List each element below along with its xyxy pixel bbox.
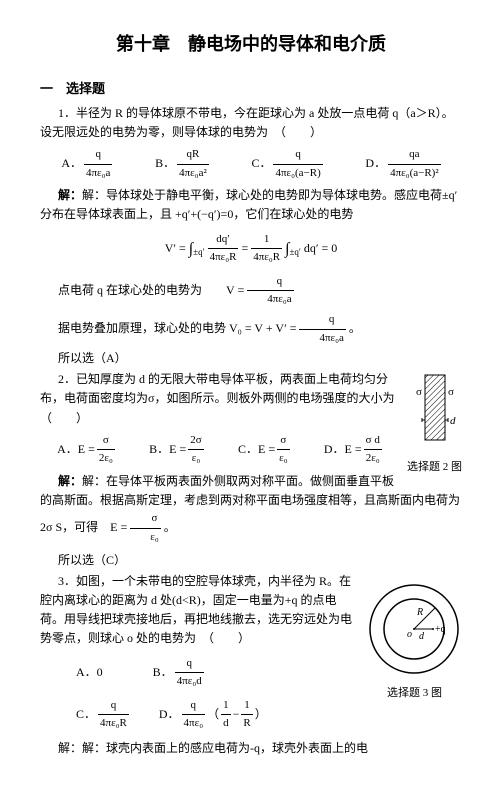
p2-option-c: C．E = σε₀ — [238, 432, 290, 468]
chapter-title: 第十章 静电场中的导体和电介质 — [40, 30, 462, 59]
opt-b-frac: qR4πε₀a² — [177, 146, 209, 182]
option-d: D． qa4πε₀(a−R)² — [365, 146, 440, 182]
fig3-d: d — [419, 631, 425, 642]
option-c: C． q4πε₀(a−R) — [251, 146, 322, 182]
p1-conclusion: 所以选（A） — [40, 349, 462, 368]
figure-3-svg: R o d +q — [367, 582, 462, 677]
p1-sol2: 点电荷 q 在球心处的电势为 V = q4πε₀a — [40, 273, 462, 309]
p3-sol1: 解：解：球壳内表面上的感应电荷为-q，球壳外表面上的电 — [40, 739, 462, 758]
option-a: A． q4πε₀a — [61, 146, 112, 182]
figure-3-caption: 选择题 3 图 — [367, 685, 462, 703]
opt-c-label: C． — [251, 154, 271, 173]
p1-sol1: 解：解：导体球处于静电平衡，球心处的电势即为导体球电势。感应电荷±q′ 分布在导… — [40, 186, 462, 224]
problem-2-text: 2．已知厚度为 d 的无限大带电导体平板，两表面上电荷均匀分布，电荷面密度均为σ… — [40, 370, 462, 428]
opt-d-label: D． — [365, 154, 386, 173]
fig2-sigma1: σ — [416, 386, 422, 398]
opt-d-frac: qa4πε₀(a−R)² — [388, 146, 441, 182]
fig3-q: +q — [435, 624, 446, 635]
p3-option-c: C． q4πε₀R — [76, 697, 129, 733]
problem-1-options: A． q4πε₀a B． qR4πε₀a² C． q4πε₀(a−R) D． q… — [40, 146, 462, 182]
opt-a-frac: q4πε₀a — [84, 146, 112, 182]
fig3-R: R — [416, 607, 423, 618]
p1-eq1: V′ = ∫±q′ dq′4πε₀R = 14πε₀R ∫±q′ dq′ = 0 — [40, 231, 462, 267]
figure-2-caption: 选择题 2 图 — [407, 459, 462, 477]
p2-option-b: B．E = 2σε₀ — [149, 432, 204, 468]
opt-b-label: B． — [155, 154, 175, 173]
p2-sol1: 解：解：在导体平板两表面外侧取两对称平面。做侧面垂直平板的高斯面。根据高斯定理，… — [40, 472, 462, 547]
fig2-d: d — [450, 415, 456, 427]
p2-option-a: A．E = σ2ε₀ — [57, 432, 115, 468]
p1-sol3: 据电势叠加原理，球心处的电势 V₀ = V + V′ = q4πε₀a 。 — [40, 311, 462, 347]
figure-2: σ σ d 选择题 2 图 — [407, 370, 462, 476]
p2-option-d: D．E = σ d2ε₀ — [324, 432, 382, 468]
opt-a-label: A． — [61, 154, 82, 173]
fig3-o: o — [407, 629, 412, 640]
fig2-sigma2: σ — [448, 386, 454, 398]
p3-option-b: B． q4πε₀d — [153, 655, 204, 691]
problem-2-options: A．E = σ2ε₀ B．E = 2σε₀ C．E = σε₀ D．E = σ … — [40, 432, 399, 468]
opt-c-frac: q4πε₀(a−R) — [273, 146, 322, 182]
problem-1-text: 1．半径为 R 的导体球原不带电，今在距球心为 a 处放一点电荷 q（a＞R）。… — [40, 104, 462, 142]
option-b: B． qR4πε₀a² — [155, 146, 209, 182]
p3-option-a: A．0 — [76, 655, 103, 691]
p2-conclusion: 所以选（C） — [40, 551, 462, 570]
figure-3: R o d +q 选择题 3 图 — [367, 582, 462, 703]
figure-2-svg: σ σ d — [410, 370, 460, 450]
p3-option-d: D． q4πε₀ （ 1d − 1R ） — [159, 697, 267, 733]
section-title: 一 选择题 — [40, 79, 462, 100]
